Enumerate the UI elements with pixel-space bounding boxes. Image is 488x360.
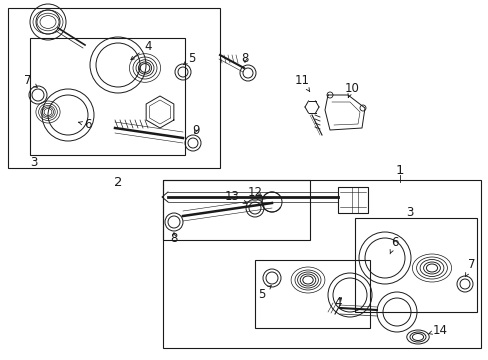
Text: 10: 10 <box>344 81 359 98</box>
Bar <box>254 260 369 328</box>
Text: 4: 4 <box>334 296 341 309</box>
Text: 9: 9 <box>192 123 199 136</box>
Text: 13: 13 <box>224 189 246 203</box>
Bar <box>8 8 220 168</box>
Text: 5: 5 <box>183 51 195 65</box>
Bar <box>337 187 367 213</box>
Text: 7: 7 <box>24 73 37 87</box>
Bar <box>354 218 476 312</box>
Text: 11: 11 <box>294 73 309 92</box>
Text: 14: 14 <box>428 324 447 337</box>
Text: 3: 3 <box>30 156 38 168</box>
Text: 2: 2 <box>114 175 122 189</box>
Bar <box>30 38 184 155</box>
Text: 5: 5 <box>258 285 271 301</box>
Bar <box>163 180 480 348</box>
Text: 3: 3 <box>406 206 413 219</box>
Text: 12: 12 <box>247 185 262 198</box>
Text: 4: 4 <box>131 40 151 60</box>
Text: 7: 7 <box>464 258 475 277</box>
Text: 6: 6 <box>389 235 398 254</box>
Text: 8: 8 <box>170 231 177 244</box>
Text: 6: 6 <box>79 118 92 131</box>
Bar <box>163 180 309 240</box>
Text: 1: 1 <box>395 163 404 176</box>
Text: 8: 8 <box>241 51 248 64</box>
